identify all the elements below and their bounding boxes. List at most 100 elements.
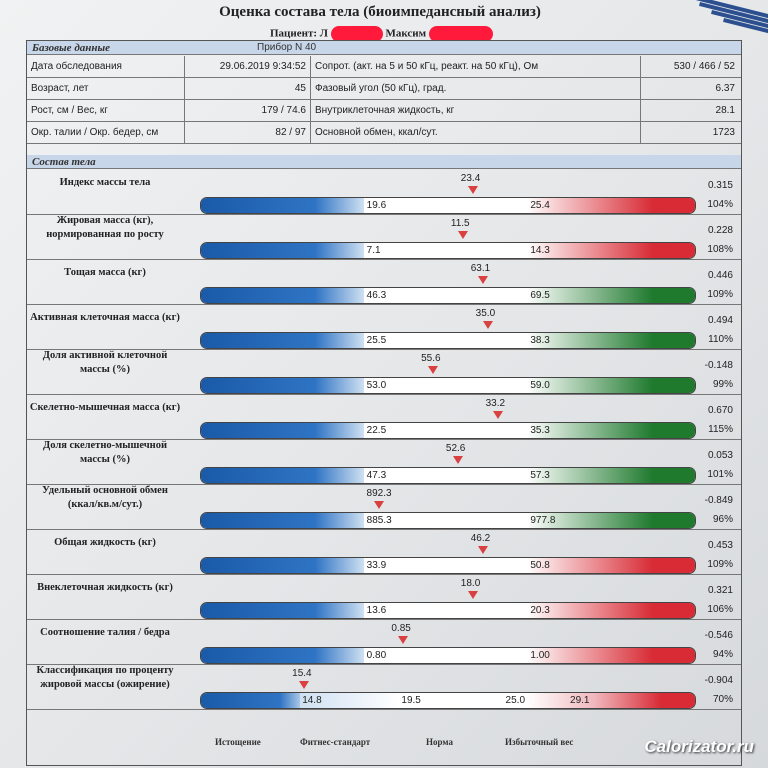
high-range-segment: [527, 288, 695, 303]
report-frame: [26, 40, 742, 766]
range-high-value: 977.8: [530, 515, 556, 526]
value-marker-icon: [398, 636, 409, 644]
value-marker-icon: [467, 186, 478, 194]
range-high-value: 69.5: [530, 290, 550, 301]
range-low-value: 25.5: [366, 335, 387, 346]
patient-label: Пациент: Л: [270, 27, 328, 40]
high-range-segment: [527, 198, 695, 213]
low-range-segment: [201, 468, 365, 483]
measured-value: 0.85: [391, 623, 411, 634]
range-high-value: 1.00: [530, 650, 550, 661]
composition-label: Доля активной клеточной массы (%): [42, 350, 168, 375]
measured-value: 33.2: [485, 398, 506, 409]
percent-of-norm: 109%: [707, 559, 733, 570]
info-label: Возраст, лет: [27, 78, 185, 99]
info-label: Рост, см / Вес, кг: [27, 100, 185, 121]
info-row: Возраст, лет 45 Фазовый угол (50 кГц), гра…: [27, 78, 741, 100]
normal-range-segment: [364, 603, 528, 618]
range-bar: [200, 377, 696, 394]
composition-row: Внеклеточная жидкость (кг) 13.6 20.3 18.0 0.…: [27, 575, 741, 620]
fat-category-label: Истощение: [215, 737, 261, 747]
value-marker-icon: [467, 591, 478, 599]
base-section-header: Базовые данные Прибор N 40: [27, 41, 741, 55]
composition-label: Соотношение талия / бедра: [40, 627, 170, 638]
logo-stripes: [658, 0, 768, 40]
measured-value: 55.6: [421, 353, 441, 364]
value-marker-icon: [457, 231, 468, 239]
info-value: 82 / 97: [185, 122, 311, 143]
range-high-value: 38.3: [530, 335, 550, 346]
range-high-value: 50.8: [530, 560, 550, 571]
normal-range-segment: [364, 243, 528, 258]
range-high-value: 57.3: [530, 470, 550, 481]
range-low-value: 7.1: [366, 245, 381, 256]
percent-of-norm: 108%: [707, 244, 733, 255]
value-marker-icon: [428, 366, 439, 374]
watermark: Calorizator.ru: [644, 737, 754, 756]
composition-row: Тощая масса (кг) 46.3 69.5 63.1 0.446 109%: [27, 260, 741, 305]
composition-label: Доля скелетно-мышечной массы (%): [42, 440, 168, 465]
range-low-value: 22.5: [366, 425, 387, 436]
info-row: Рост, см / Вес, кг 179 / 74.6 Внутриклеточ…: [27, 100, 741, 122]
fat-category-label: Фитнес-стандарт: [300, 737, 371, 747]
z-score: 0.494: [707, 315, 733, 326]
normal-range-segment: [364, 648, 528, 663]
range-high-value: 14.3: [530, 245, 550, 256]
redaction-mark: [330, 26, 383, 42]
range-low-value: 885.3: [366, 515, 392, 526]
info-value-2: 1723: [712, 127, 735, 138]
measured-value: 52.6: [445, 443, 466, 454]
measured-value: 63.1: [470, 263, 491, 274]
range-low-value: 46.3: [366, 290, 387, 301]
range-bar: [200, 287, 696, 304]
z-score: -0.148: [704, 360, 733, 371]
composition-section-header: Состав тела: [27, 155, 741, 169]
value-marker-icon: [477, 276, 488, 284]
composition-row: Общая жидкость (кг) 33.9 50.8 46.2 0.453 109%: [27, 530, 741, 575]
normal-range-segment: [364, 288, 528, 303]
low-range-segment: [201, 198, 365, 213]
composition-label: Общая жидкость (кг): [54, 537, 156, 548]
fat-category-label: Норма: [426, 737, 453, 747]
range-bar: [200, 602, 696, 619]
range-low-value: 33.9: [366, 560, 387, 571]
high-range-segment: [527, 423, 695, 438]
range-bar: [200, 557, 696, 574]
value-marker-icon: [477, 546, 488, 554]
range-bar: [200, 692, 696, 709]
z-score: -0.849: [704, 495, 733, 506]
patient-name: Максим: [385, 27, 427, 40]
info-value-2: 6.37: [715, 83, 735, 94]
value-marker-icon: [492, 411, 503, 419]
info-value-2: 530 / 466 / 52: [673, 61, 735, 72]
composition-row: Активная клеточная масса (кг) 25.5 38.3 35.…: [27, 305, 741, 350]
low-range-segment: [201, 513, 365, 528]
low-range-segment: [201, 423, 365, 438]
value-marker-icon: [482, 321, 493, 329]
z-score: 0.670: [707, 405, 733, 416]
range-bar: [200, 422, 696, 439]
document-title: Оценка состава тела (биоимпедансный анал…: [219, 4, 541, 20]
info-row: Дата обследования 29.06.2019 9:34:52 Сопро…: [27, 56, 741, 78]
normal-segment: [398, 693, 528, 708]
range-low-value: 14.8: [302, 695, 322, 706]
composition-label: Скелетно-мышечная масса (кг): [29, 402, 181, 413]
low-range-segment: [201, 648, 365, 663]
patient-line: Пациент: Л Максим: [270, 26, 493, 42]
percent-of-norm: 99%: [712, 379, 733, 390]
normal-range-segment: [364, 333, 528, 348]
composition-row: Удельный основной обмен (ккал/кв.м/сут.)…: [27, 485, 741, 530]
z-score: 0.053: [707, 450, 733, 461]
high-range-segment: [527, 333, 695, 348]
low-range-segment: [201, 378, 365, 393]
overweight-segment: [527, 693, 695, 708]
high-range-segment: [527, 378, 695, 393]
high-range-segment: [527, 558, 695, 573]
device-label: Прибор N 40: [257, 42, 317, 53]
measured-value: 35.0: [475, 308, 496, 319]
z-score: 0.321: [707, 585, 733, 596]
range-high-value: 25.0: [505, 695, 526, 706]
info-value: 45: [185, 78, 311, 99]
info-label-2: Внутриклеточная жидкость, кг: [311, 100, 641, 121]
percent-of-norm: 115%: [708, 424, 733, 435]
